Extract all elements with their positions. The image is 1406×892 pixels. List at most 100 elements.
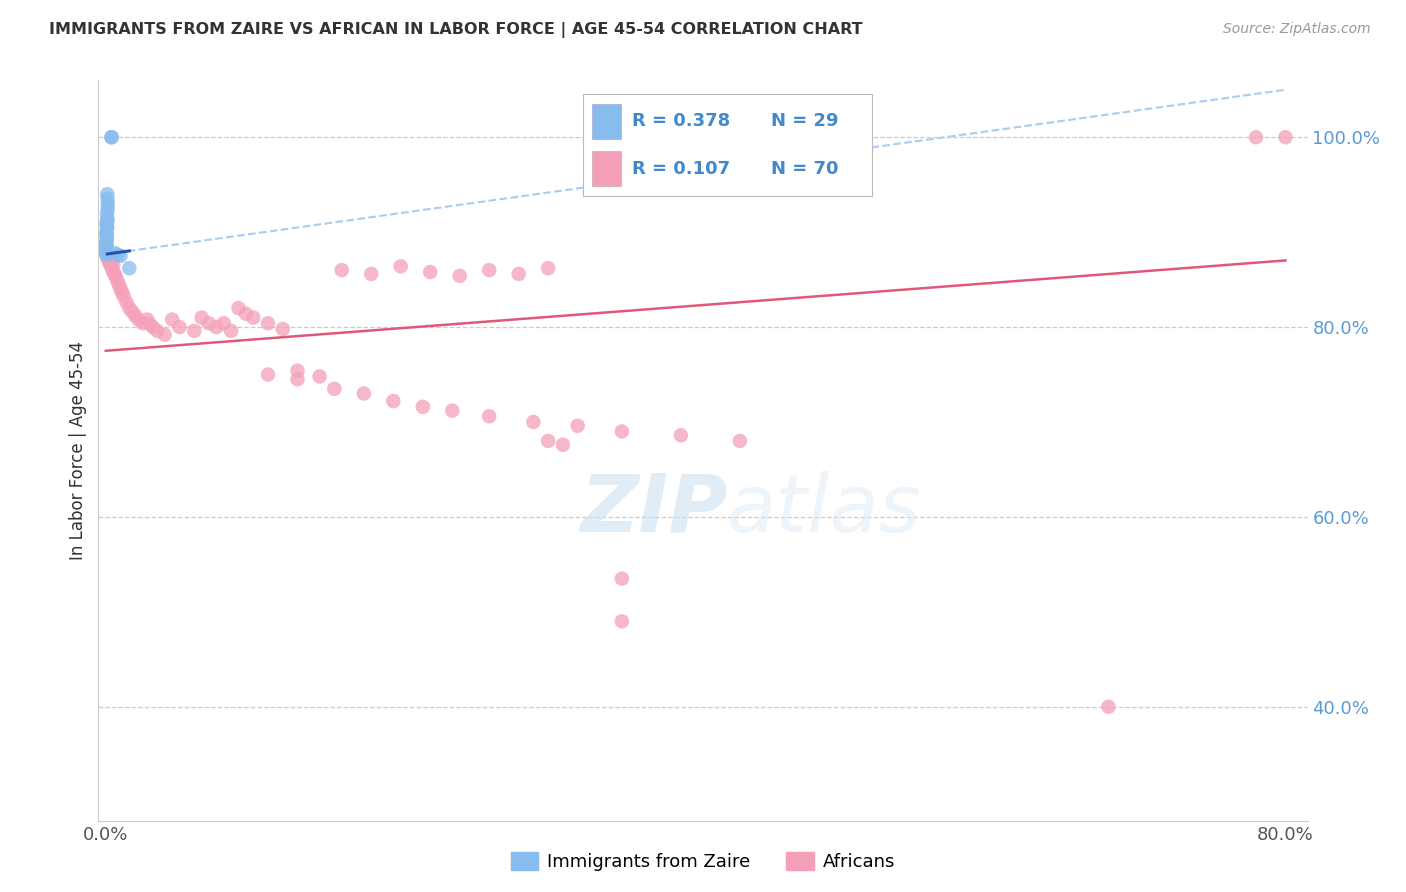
Africans [118,301,141,315]
Text: atlas: atlas [727,471,922,549]
FancyBboxPatch shape [592,151,621,186]
Africans [353,386,375,401]
Africans [1097,699,1119,714]
Africans [97,250,120,264]
Africans [419,265,441,279]
Africans [98,253,121,268]
Africans [478,263,501,277]
Africans [551,438,574,452]
Immigrants from Zaire [118,261,141,276]
Immigrants from Zaire [104,246,127,260]
Africans [271,322,294,336]
Africans [124,309,146,323]
Africans [728,434,751,448]
Immigrants from Zaire [96,187,118,202]
Immigrants from Zaire [97,202,120,216]
Africans [508,267,530,281]
Africans [219,324,242,338]
Immigrants from Zaire [94,246,117,260]
Africans [235,307,257,321]
Africans [100,261,122,276]
Africans [212,316,235,330]
Africans [610,572,633,586]
Africans [228,301,250,315]
Africans [183,324,205,338]
Africans [142,320,165,334]
Immigrants from Zaire [96,227,118,241]
Africans [412,400,434,414]
FancyBboxPatch shape [583,94,872,196]
Africans [111,285,134,299]
Immigrants from Zaire [96,242,118,256]
Africans [104,267,127,281]
Africans [669,428,692,442]
Immigrants from Zaire [100,130,122,145]
Africans [146,324,169,338]
Africans [567,418,589,433]
Africans [169,320,191,334]
Africans [610,615,633,629]
Immigrants from Zaire [97,192,120,206]
Africans [139,317,162,331]
Africans [190,310,212,325]
Immigrants from Zaire [96,236,118,251]
Text: R = 0.107: R = 0.107 [633,160,731,178]
Africans [330,263,353,277]
Text: Source: ZipAtlas.com: Source: ZipAtlas.com [1223,22,1371,37]
Africans [110,282,132,296]
Africans [522,415,544,429]
Africans [257,368,280,382]
Legend: Immigrants from Zaire, Africans: Immigrants from Zaire, Africans [503,845,903,879]
Africans [127,312,149,326]
Africans [537,261,560,276]
Immigrants from Zaire [96,216,118,230]
Africans [121,305,143,319]
FancyBboxPatch shape [592,104,621,139]
Text: IMMIGRANTS FROM ZAIRE VS AFRICAN IN LABOR FORCE | AGE 45-54 CORRELATION CHART: IMMIGRANTS FROM ZAIRE VS AFRICAN IN LABO… [49,22,863,38]
Immigrants from Zaire [96,225,118,239]
Africans [153,327,176,342]
Africans [257,316,280,330]
Immigrants from Zaire [110,249,132,263]
Africans [101,259,124,273]
Africans [242,310,264,325]
Africans [323,382,346,396]
Africans [441,403,464,417]
Immigrants from Zaire [94,240,117,254]
Immigrants from Zaire [97,196,120,211]
Africans [537,434,560,448]
Y-axis label: In Labor Force | Age 45-54: In Labor Force | Age 45-54 [69,341,87,560]
Africans [449,268,471,283]
Text: N = 70: N = 70 [770,160,838,178]
Immigrants from Zaire [96,221,118,235]
Africans [287,372,309,386]
Africans [287,364,309,378]
Africans [98,257,121,271]
Africans [107,275,129,289]
Africans [96,246,118,260]
Immigrants from Zaire [107,248,129,262]
Africans [389,260,412,274]
Africans [610,425,633,439]
Immigrants from Zaire [96,229,118,244]
Africans [97,254,120,268]
Africans [160,312,183,326]
Text: R = 0.378: R = 0.378 [633,112,731,130]
Africans [1244,130,1267,145]
Immigrants from Zaire [96,211,118,225]
Immigrants from Zaire [96,238,118,252]
Africans [382,394,405,409]
Immigrants from Zaire [96,206,118,220]
Africans [108,278,131,293]
Immigrants from Zaire [96,235,118,249]
Africans [101,265,124,279]
Africans [105,270,128,285]
Immigrants from Zaire [96,248,118,262]
Africans [115,295,138,310]
Immigrants from Zaire [97,213,120,227]
Text: N = 29: N = 29 [770,112,838,130]
Africans [131,316,153,330]
Africans [205,320,228,334]
Immigrants from Zaire [96,232,118,246]
Africans [112,289,135,303]
